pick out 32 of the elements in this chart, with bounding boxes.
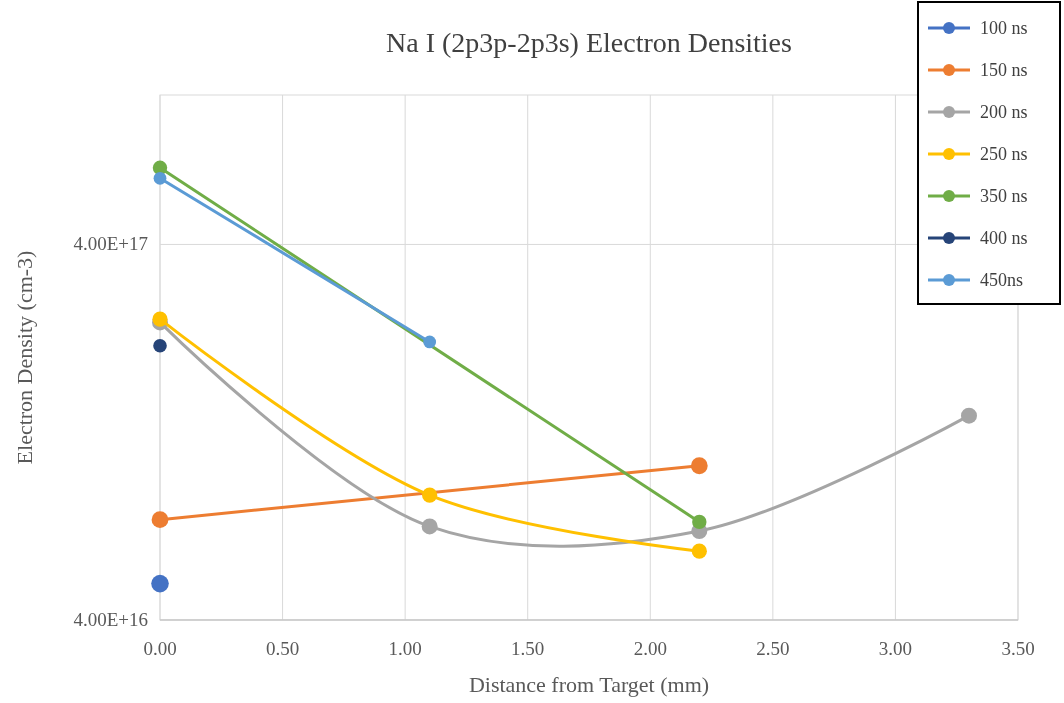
point xyxy=(151,574,169,593)
x-tick-label: 3.00 xyxy=(878,638,913,659)
y-tick-label: 4.00E+17 xyxy=(73,233,148,255)
point xyxy=(422,487,438,503)
legend-label: 100 ns xyxy=(980,18,1028,38)
x-tick-label: 2.00 xyxy=(633,638,667,659)
x-tick-label: 2.50 xyxy=(756,638,790,659)
legend-label: 150 ns xyxy=(980,60,1028,80)
legend-label: 400 ns xyxy=(980,228,1028,248)
point xyxy=(153,171,167,185)
x-axis-title: Distance from Target (mm) xyxy=(468,672,710,697)
legend-label: 250 ns xyxy=(980,144,1028,164)
point xyxy=(690,457,708,475)
point xyxy=(421,518,438,535)
chart-title: Na I (2p3p-2p3s) Electron Densities xyxy=(386,27,792,58)
x-tick-label: 1.50 xyxy=(511,638,545,659)
x-tick-label: 0.00 xyxy=(143,638,177,659)
x-tick-label: 1.00 xyxy=(388,638,422,659)
y-tick-label: 4.00E+16 xyxy=(73,609,148,630)
point xyxy=(691,543,707,559)
legend-label: 200 ns xyxy=(980,102,1028,122)
point xyxy=(692,514,707,530)
point xyxy=(423,335,437,349)
legend-label: 450ns xyxy=(980,270,1024,290)
point xyxy=(153,338,167,353)
x-tick-label: 3.50 xyxy=(1001,638,1035,659)
point xyxy=(151,511,169,529)
point xyxy=(960,407,977,424)
y-axis-title: Electron Density (cm-3) xyxy=(12,250,37,465)
x-tick-label: 0.50 xyxy=(265,638,300,659)
legend-label: 350 ns xyxy=(980,186,1028,206)
point xyxy=(152,311,168,327)
